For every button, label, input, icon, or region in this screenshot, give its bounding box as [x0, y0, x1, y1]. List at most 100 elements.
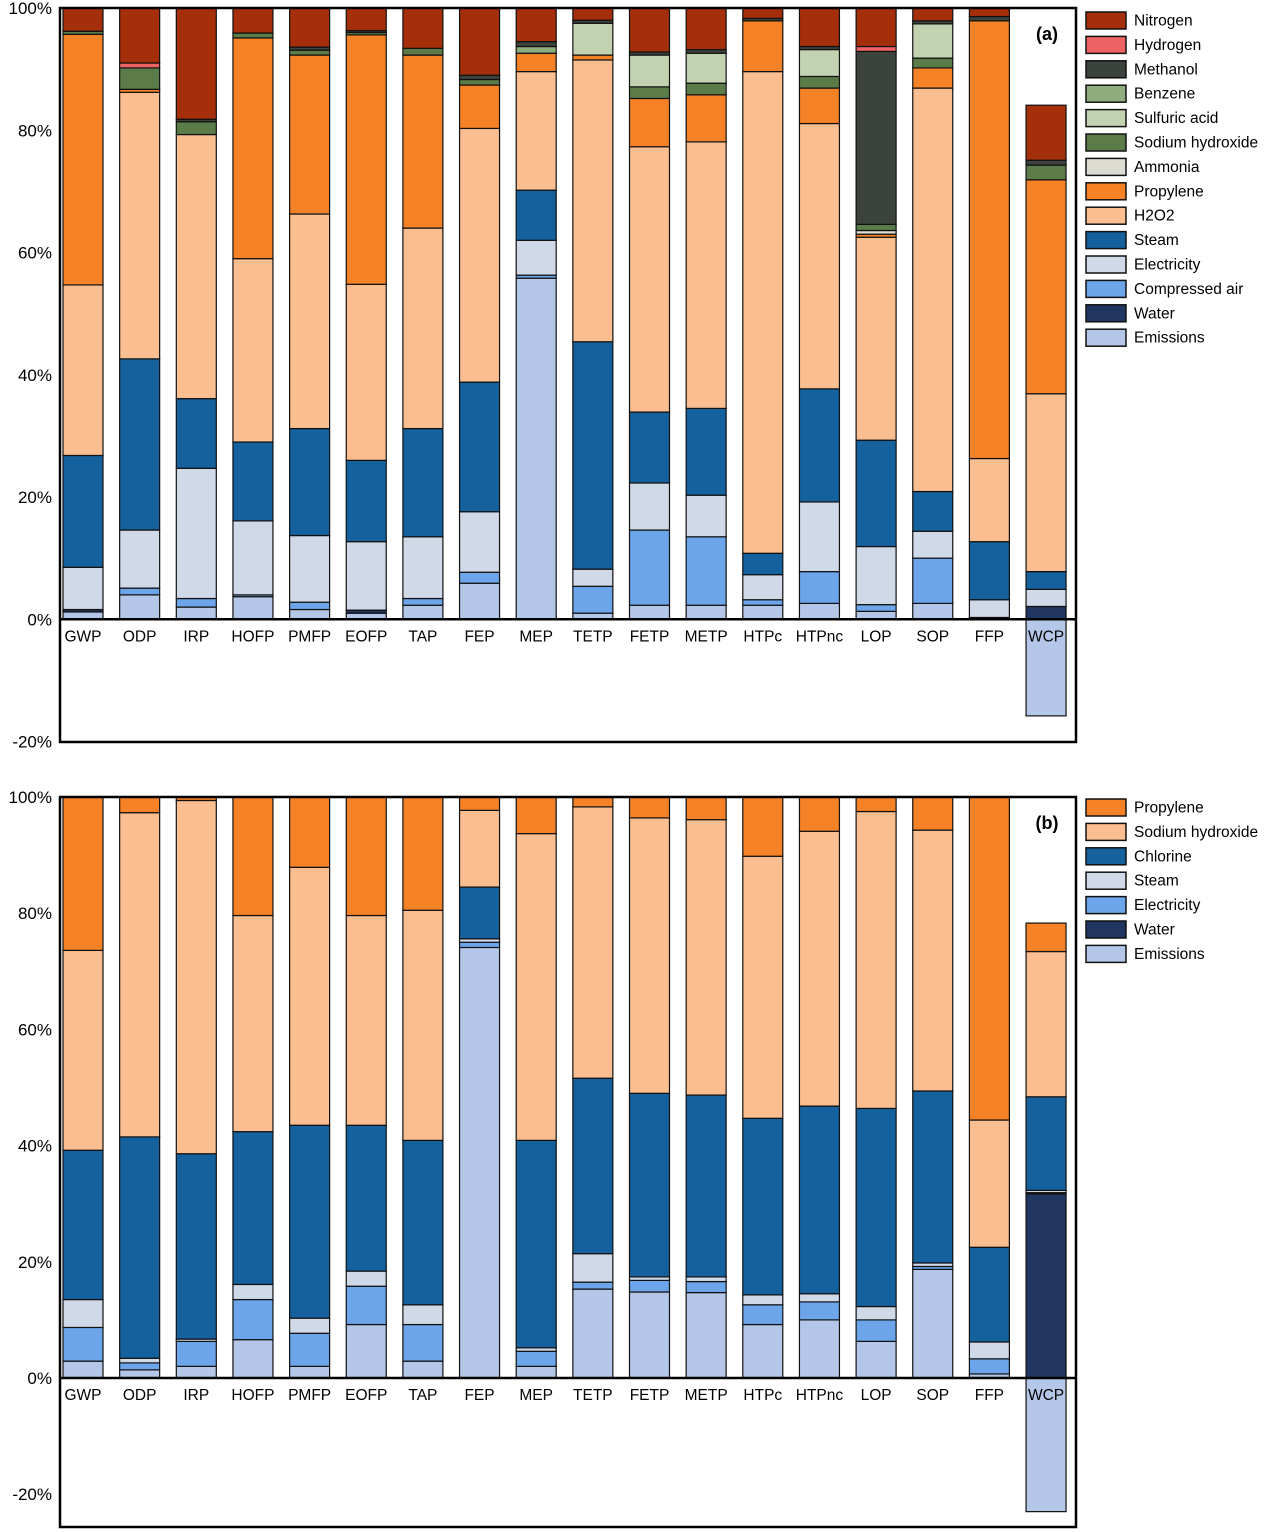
y-tick-label-(a)-80%: 80%: [18, 121, 52, 140]
bar-segment-(a)-ODP-Nitrogen: [119, 7, 161, 64]
bar-segment-(a)-ODP-Emissions: [119, 594, 161, 620]
legend-swatch-(b)-Steam: [1085, 871, 1127, 890]
bar-segment-(a)-SOP-Sodium hydroxide: [912, 57, 954, 69]
y-tick-label-(b)-0%: 0%: [27, 1369, 52, 1388]
x-tick-label-(b)-FETP: FETP: [630, 1387, 670, 1404]
bar-segment-(a)-FEP-Compressed air: [458, 571, 501, 584]
bar-segment-(a)-FETP-Propylene: [628, 97, 671, 148]
y-tick-label-(b)--20%: -20%: [12, 1485, 52, 1504]
bar-segment-(b)-TETP-Propylene: [572, 796, 614, 808]
bar-segment-(a)-TAP-Steam: [402, 427, 444, 538]
bar-segment-(a)-TAP-H2O2: [402, 227, 444, 430]
x-tick-label-(a)-WCP: WCP: [1028, 628, 1064, 645]
bar-segment-(a)-TETP-Electricity: [572, 568, 614, 587]
legend-label-(a)-Ammonia: Ammonia: [1134, 159, 1200, 176]
bar-segment-(a)-SOP-Electricity: [912, 530, 954, 559]
bar-segment-(a)-FETP-Nitrogen: [628, 7, 671, 53]
bar-segment-(b)-METP-Emissions: [685, 1291, 727, 1379]
legend-swatch-(a)-Water: [1085, 304, 1127, 323]
bar-segment-(a)-SOP-Propylene: [912, 67, 954, 89]
bar-segment-(b)-MEP-Emissions: [515, 1365, 557, 1379]
legend-label-(a)-Emissions: Emissions: [1134, 330, 1205, 347]
bar-segment-(a)-MEP-Nitrogen: [515, 7, 557, 43]
y-tick-label-(a)-60%: 60%: [18, 244, 52, 263]
bar-segment-(b)-FETP-Sodium hydroxide: [628, 817, 671, 1094]
bar-segment-(a)-WCP-Water: [1025, 605, 1067, 620]
bar-segment-(a)-LOP-Sodium hydroxide: [855, 223, 897, 232]
legend-label-(a)-Electricity: Electricity: [1134, 257, 1201, 274]
bar-segment-(a)-FFP-Methanol: [968, 15, 1011, 22]
bar-segment-(a)-PMFP-Compressed air: [289, 601, 331, 611]
bar-segment-(a)-HOFP-Propylene: [232, 37, 274, 260]
bar-segment-(a)-FETP-Sulfuric acid: [628, 54, 671, 88]
bar-segment-(a)-HTPnc-Sodium hydroxide: [798, 75, 841, 89]
legend-label-(b)-Propylene: Propylene: [1134, 800, 1204, 817]
bar-segment-(a)-SOP-Compressed air: [912, 557, 954, 605]
bar-segment-(b)-EOFP-Emissions: [345, 1323, 387, 1379]
bar-segment-(b)-SOP-Chlorine: [912, 1090, 954, 1264]
bar-segment-(a)-LOP-Methanol: [855, 50, 897, 226]
legend-swatch-(a)-Ammonia: [1085, 157, 1127, 177]
x-tick-label-(a)-ODP: ODP: [123, 628, 157, 645]
bar-segment-(b)-HTPnc-Steam: [798, 1293, 841, 1303]
bar-segment-(a)-TAP-Compressed air: [402, 597, 444, 606]
bar-segment-(a)-SOP-Steam: [912, 490, 954, 532]
x-tick-label-(b)-HTPc: HTPc: [743, 1387, 782, 1404]
bar-segment-(b)-EOFP-Chlorine: [345, 1124, 387, 1272]
bar-segment-(a)-FFP-Nitrogen: [968, 7, 1011, 18]
bar-segment-(b)-GWP-Propylene: [62, 796, 104, 951]
y-tick-label-(b)-40%: 40%: [18, 1137, 52, 1156]
bar-segment-(a)-FEP-H2O2: [458, 127, 501, 383]
legend-swatch-(b)-Sodium hydroxide: [1085, 822, 1127, 842]
y-tick-label-(b)-100%: 100%: [9, 788, 52, 807]
bar-segment-(a)-IRP-Steam: [175, 398, 217, 469]
x-tick-label-(b)-TAP: TAP: [408, 1387, 437, 1404]
bar-segment-(a)-PMFP-Electricity: [289, 534, 331, 603]
bar-segment-(a)-MEP-Benzene: [515, 45, 557, 54]
bar-segment-(a)-METP-Propylene: [685, 94, 727, 143]
x-tick-label-(a)-TETP: TETP: [573, 628, 613, 645]
bar-segment-(b)-HOFP-Sodium hydroxide: [232, 914, 274, 1133]
bar-segment-(b)-HTPc-Emissions: [742, 1323, 784, 1379]
legend-label-(b)-Electricity: Electricity: [1134, 897, 1201, 914]
bar-segment-(b)-MEP-Chlorine: [515, 1139, 557, 1349]
bar-segment-(b)-PMFP-Electricity: [289, 1332, 331, 1367]
bar-segment-(b)-ODP-Chlorine: [119, 1136, 161, 1359]
bar-segment-(b)-PMFP-Emissions: [289, 1365, 331, 1379]
bar-segment-(a)-PMFP-Emissions: [289, 608, 331, 620]
x-tick-label-(b)-HOFP: HOFP: [231, 1387, 274, 1404]
bar-segment-(b)-GWP-Steam: [62, 1298, 104, 1329]
bar-segment-(a)-HOFP-Nitrogen: [232, 7, 274, 34]
bar-segment-(b)-SOP-Propylene: [912, 796, 954, 831]
x-tick-label-(a)-FFP: FFP: [975, 628, 1004, 645]
legend-label-(a)-Water: Water: [1134, 305, 1175, 322]
bar-segment-(b)-PMFP-Steam: [289, 1317, 331, 1334]
bar-segment-(b)-WCP-Chlorine: [1025, 1096, 1067, 1191]
legend-swatch-(a)-Benzene: [1085, 84, 1127, 103]
bar-segment-(b)-HOFP-Emissions: [232, 1339, 274, 1379]
bar-segment-(a)-FFP-H2O2: [968, 457, 1011, 543]
bar-segment-(b)-LOP-Propylene: [855, 796, 897, 813]
x-tick-label-(b)-WCP: WCP: [1028, 1387, 1064, 1404]
legend-label-(a)-Nitrogen: Nitrogen: [1134, 13, 1193, 30]
bar-segment-(b)-METP-Chlorine: [685, 1094, 727, 1278]
bar-segment-(a)-TETP-Sulfuric acid: [572, 22, 614, 56]
bar-segment-(b)-LOP-Sodium hydroxide: [855, 810, 897, 1110]
bar-segment-(a)-SOP-H2O2: [912, 87, 954, 493]
bar-segment-(a)-EOFP-H2O2: [345, 283, 387, 461]
bar-segment-(a)-TETP-Steam: [572, 341, 614, 570]
x-tick-label-(b)-HTPnc: HTPnc: [796, 1387, 844, 1404]
x-tick-label-(a)-PMFP: PMFP: [288, 628, 331, 645]
bar-segment-(a)-IRP-Sodium hydroxide: [175, 121, 217, 136]
y-tick-label-(a)-100%: 100%: [9, 0, 52, 18]
bar-segment-(a)-ODP-Sodium hydroxide: [119, 67, 161, 90]
bar-segment-(b)-PMFP-Sodium hydroxide: [289, 866, 331, 1126]
bar-segment-(a)-HTPnc-Propylene: [798, 87, 841, 125]
bar-segment-(b)-TAP-Steam: [402, 1304, 444, 1326]
legend-label-(a)-Benzene: Benzene: [1134, 86, 1195, 103]
bar-segment-(a)-FETP-Steam: [628, 411, 671, 484]
x-tick-label-(a)-IRP: IRP: [183, 628, 209, 645]
bar-segment-(a)-TETP-Propylene: [572, 54, 614, 61]
bar-segment-(b)-ODP-Steam: [119, 1357, 161, 1364]
